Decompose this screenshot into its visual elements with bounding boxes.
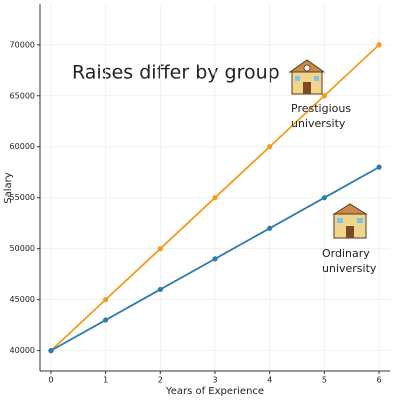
point bbox=[376, 164, 382, 170]
x-axis-label: Years of Experience bbox=[165, 386, 264, 397]
y-tick-label: 40000 bbox=[10, 346, 35, 355]
point bbox=[212, 256, 218, 262]
annotation: Prestigious bbox=[291, 102, 351, 115]
ordinary-icon bbox=[332, 203, 368, 239]
annotation: university bbox=[291, 117, 346, 130]
y-tick-label: 55000 bbox=[10, 193, 35, 202]
prestigious-icon bbox=[288, 59, 326, 95]
x-tick-label: 2 bbox=[158, 376, 163, 385]
x-tick-label: 5 bbox=[322, 376, 327, 385]
y-axis-label: Salary bbox=[3, 172, 14, 203]
point bbox=[376, 42, 382, 48]
point bbox=[267, 225, 273, 231]
y-tick-label: 50000 bbox=[10, 244, 35, 253]
x-tick-label: 4 bbox=[267, 376, 272, 385]
point bbox=[157, 286, 163, 293]
x-tick-label: 3 bbox=[212, 376, 217, 385]
point bbox=[212, 195, 218, 201]
point bbox=[48, 348, 54, 354]
annotation: university bbox=[322, 262, 377, 275]
x-tick-label: 6 bbox=[377, 376, 382, 385]
x-tick-label: 0 bbox=[48, 376, 53, 385]
y-tick-label: 70000 bbox=[10, 40, 35, 49]
point bbox=[321, 93, 327, 99]
y-tick-label: 45000 bbox=[10, 295, 35, 304]
point bbox=[267, 144, 273, 150]
y-tick-label: 65000 bbox=[10, 91, 35, 100]
point bbox=[103, 297, 109, 303]
point bbox=[321, 195, 327, 201]
chart-title: Raises differ by group bbox=[72, 62, 280, 84]
point bbox=[103, 317, 109, 323]
x-tick-label: 1 bbox=[103, 376, 108, 385]
point bbox=[157, 246, 163, 252]
y-tick-label: 60000 bbox=[10, 142, 35, 151]
annotation: Ordinary bbox=[322, 247, 370, 260]
